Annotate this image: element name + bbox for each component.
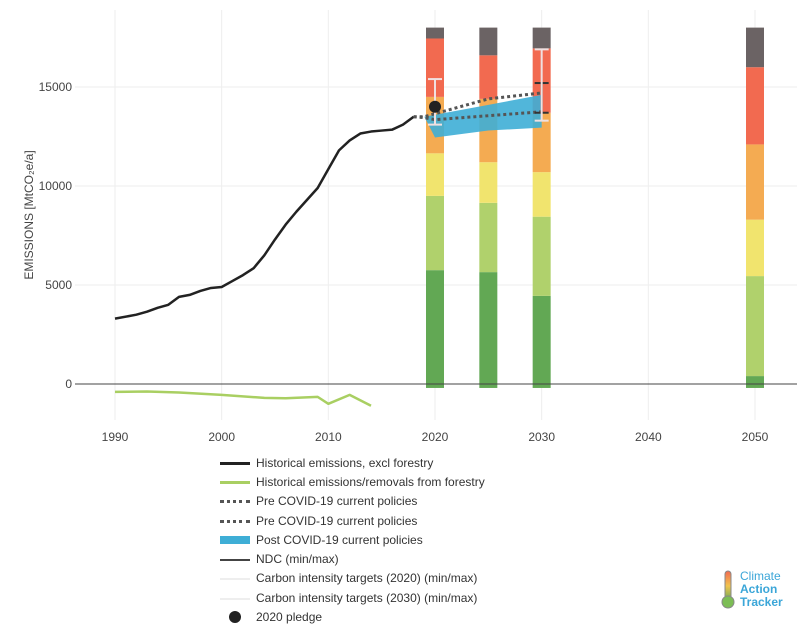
legend-label: Historical emissions, excl forestry <box>256 455 434 470</box>
legend-label: Post COVID-19 current policies <box>256 532 423 547</box>
x-tick-label: 2040 <box>635 430 662 444</box>
bar-segment-lightgreen <box>746 276 764 377</box>
swatch <box>220 534 250 546</box>
bar-segment-yellow <box>532 172 551 217</box>
legend-label: Carbon intensity targets (2020) (min/max… <box>256 571 478 586</box>
x-tick-label: 2000 <box>208 430 235 444</box>
series-line <box>413 110 542 122</box>
bar-segment-grey <box>746 27 764 68</box>
legend-item[interactable]: NDC (min/max) <box>220 549 485 568</box>
legend-label: 2020 pledge <box>256 610 323 625</box>
legend-label: Pre COVID-19 current policies <box>256 494 418 509</box>
bar-segment-red <box>479 55 498 99</box>
y-tick-label: 10000 <box>39 179 73 193</box>
swatch <box>220 457 250 469</box>
x-tick-label: 2050 <box>742 430 769 444</box>
series-line <box>114 115 415 320</box>
legend-item[interactable]: Pre COVID-19 current policies <box>220 492 485 511</box>
y-tick-label: 5000 <box>45 278 72 292</box>
legend-label: Historical emissions/removals from fores… <box>256 474 485 489</box>
pledge-point <box>429 100 441 113</box>
legend-item[interactable]: Pre COVID-19 current policies <box>220 511 485 530</box>
bar-segment-red <box>426 38 444 97</box>
bar-segment-lightgreen <box>532 216 551 296</box>
legend-item[interactable]: Carbon intensity targets (2020) (min/max… <box>220 569 485 588</box>
x-tick-label: 2030 <box>528 430 555 444</box>
legend-item[interactable]: Historical emissions, excl forestry <box>220 453 485 472</box>
legend-item[interactable]: Historical emissions/removals from fores… <box>220 472 485 491</box>
legend: Historical emissions, excl forestry Hist… <box>220 453 485 626</box>
bar-segment-green <box>746 376 764 388</box>
plot-area: 1990 2000 2010 2020 2030 2040 2050 0 5000 10000 15… <box>22 10 797 444</box>
swatch <box>220 476 250 488</box>
legend-item[interactable]: 2020 pledge <box>220 607 485 626</box>
swatch <box>220 572 250 584</box>
bar-segment-grey <box>479 27 498 56</box>
y-tick-label: 0 <box>65 377 72 391</box>
legend-label: NDC (min/max) <box>256 552 339 567</box>
post-covid-band <box>424 94 542 138</box>
logo-text: Action <box>740 582 778 596</box>
y-tick-label: 15000 <box>39 80 73 94</box>
bar-segment-grey <box>426 27 444 39</box>
swatch <box>220 611 250 624</box>
bar-segment-green <box>479 272 498 388</box>
logo-text: Climate <box>740 569 781 583</box>
x-tick-label: 1990 <box>102 430 129 444</box>
swatch <box>220 515 250 527</box>
swatch <box>220 553 250 565</box>
logo-text: Tracker <box>740 595 783 609</box>
bar-segment-grey <box>532 27 551 49</box>
bar-segment-yellow <box>746 219 764 277</box>
bar-segment-yellow <box>426 153 444 196</box>
bar-segment-green <box>426 270 444 388</box>
series-line <box>114 390 372 407</box>
bar-segment-red <box>746 67 764 145</box>
bar-segment-lightgreen <box>479 202 498 273</box>
y-axis-title: EMISSIONS [MtCO₂e/a] <box>22 150 36 279</box>
x-tick-label: 2010 <box>315 430 342 444</box>
climate-action-tracker-logo: Climate Action Tracker <box>720 570 783 610</box>
legend-label: Carbon intensity targets (2030) (min/max… <box>256 590 478 605</box>
legend-item[interactable]: Carbon intensity targets (2030) (min/max… <box>220 588 485 607</box>
x-tick-label: 2020 <box>422 430 449 444</box>
thermometer-icon <box>721 570 735 609</box>
legend-label: Pre COVID-19 current policies <box>256 513 418 528</box>
legend-item[interactable]: Post COVID-19 current policies <box>220 530 485 549</box>
swatch <box>220 495 250 507</box>
bar-segment-lightgreen <box>426 195 444 271</box>
swatch <box>220 592 250 604</box>
bar-segment-green <box>532 295 551 388</box>
bar-segment-orange <box>746 144 764 220</box>
bar-segment-yellow <box>479 162 498 203</box>
